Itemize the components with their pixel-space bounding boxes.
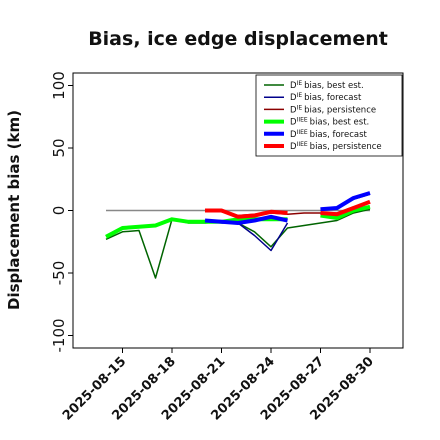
legend-label: DIE bias, best est. [290, 80, 364, 91]
legend-superscript: IIEE [297, 141, 308, 148]
chart-title: Bias, ice edge displacement [88, 28, 388, 50]
y-tick-label: -100 [50, 318, 68, 352]
legend-symbol: D [290, 81, 297, 91]
legend-text: bias, best est. [310, 118, 370, 128]
legend-superscript: IE [297, 104, 303, 111]
legend-superscript: IE [297, 80, 303, 87]
legend-label: DIE bias, persistence [290, 104, 376, 115]
data-line [204, 191, 371, 225]
legend-symbol: D [290, 93, 297, 103]
y-tick-label: 0 [50, 206, 68, 216]
legend-symbol: D [290, 130, 297, 140]
legend-text: bias, persistence [310, 142, 382, 152]
legend-label: DIE bias, forecast [290, 92, 362, 103]
legend-text: bias, forecast [304, 93, 362, 103]
y-tick-label: 50 [50, 138, 68, 157]
legend-label: DIIEE bias, best est. [290, 117, 369, 128]
data-line [205, 199, 371, 219]
legend-superscript: IIEE [297, 129, 308, 136]
legend-symbol: D [290, 118, 297, 128]
legend-label: DIIEE bias, persistence [290, 141, 382, 152]
legend-text: bias, best est. [304, 81, 364, 91]
legend-symbol: D [290, 142, 297, 152]
y-tick-label: 100 [50, 71, 68, 100]
legend-text: bias, persistence [304, 105, 376, 115]
legend-symbol: D [290, 105, 297, 115]
legend-box [255, 74, 403, 157]
legend-superscript: IE [297, 92, 303, 99]
y-axis-label: Displacement bias (km) [5, 110, 23, 310]
y-tick-label: -50 [50, 261, 68, 286]
legend-text: bias, forecast [310, 130, 368, 140]
legend-superscript: IIEE [297, 117, 308, 124]
legend-label: DIIEE bias, forecast [290, 129, 368, 140]
